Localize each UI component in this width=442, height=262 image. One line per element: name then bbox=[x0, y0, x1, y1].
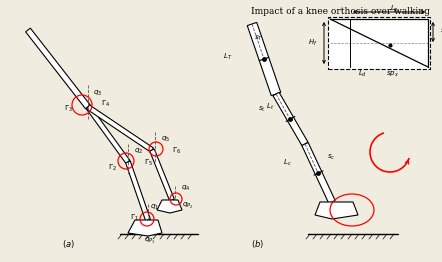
Polygon shape bbox=[247, 22, 281, 96]
Text: $s_T$: $s_T$ bbox=[254, 33, 263, 43]
Text: $sp_y$: $sp_y$ bbox=[440, 27, 442, 37]
Text: $\Gamma_6$: $\Gamma_6$ bbox=[171, 146, 180, 156]
Polygon shape bbox=[150, 149, 174, 201]
Text: $L_t$: $L_t$ bbox=[266, 102, 274, 112]
Text: $L_d$: $L_d$ bbox=[358, 69, 367, 79]
Text: $q_2$: $q_2$ bbox=[134, 146, 144, 156]
Text: $s_c$: $s_c$ bbox=[327, 152, 335, 162]
Text: $q_1$: $q_1$ bbox=[150, 203, 160, 212]
Text: $\Gamma_2$: $\Gamma_2$ bbox=[107, 163, 116, 173]
Polygon shape bbox=[126, 161, 150, 221]
Text: $H_f$: $H_f$ bbox=[309, 38, 318, 48]
Text: $q_{P_2}$: $q_{P_2}$ bbox=[182, 201, 194, 211]
Text: $(b)$: $(b)$ bbox=[251, 238, 265, 250]
Text: $q_4$: $q_4$ bbox=[181, 183, 191, 193]
Text: $(a)$: $(a)$ bbox=[61, 238, 74, 250]
Text: $\Gamma_3$: $\Gamma_3$ bbox=[64, 104, 72, 114]
Polygon shape bbox=[86, 106, 130, 163]
Polygon shape bbox=[157, 200, 182, 213]
Text: $q_{P_1}$: $q_{P_1}$ bbox=[144, 236, 156, 246]
Text: $L_c$: $L_c$ bbox=[282, 158, 291, 168]
Text: $\Gamma_5$: $\Gamma_5$ bbox=[144, 158, 152, 168]
Polygon shape bbox=[315, 202, 358, 219]
Polygon shape bbox=[87, 105, 153, 152]
Text: $\Gamma_4$: $\Gamma_4$ bbox=[100, 99, 110, 109]
Text: $L_T$: $L_T$ bbox=[223, 52, 232, 62]
Polygon shape bbox=[128, 220, 162, 236]
Polygon shape bbox=[302, 143, 335, 204]
Text: $s_t$: $s_t$ bbox=[258, 104, 266, 114]
Text: $L_p$: $L_p$ bbox=[389, 3, 398, 15]
Text: $q_3$: $q_3$ bbox=[93, 88, 103, 98]
Text: $q_5$: $q_5$ bbox=[161, 134, 171, 144]
Text: Impact of a knee orthosis over walking: Impact of a knee orthosis over walking bbox=[251, 7, 430, 16]
Polygon shape bbox=[26, 28, 90, 109]
Polygon shape bbox=[273, 92, 308, 146]
Bar bbox=[328, 17, 430, 69]
Text: $\Gamma_1$: $\Gamma_1$ bbox=[130, 213, 138, 223]
Text: $sp_x$: $sp_x$ bbox=[386, 69, 400, 79]
